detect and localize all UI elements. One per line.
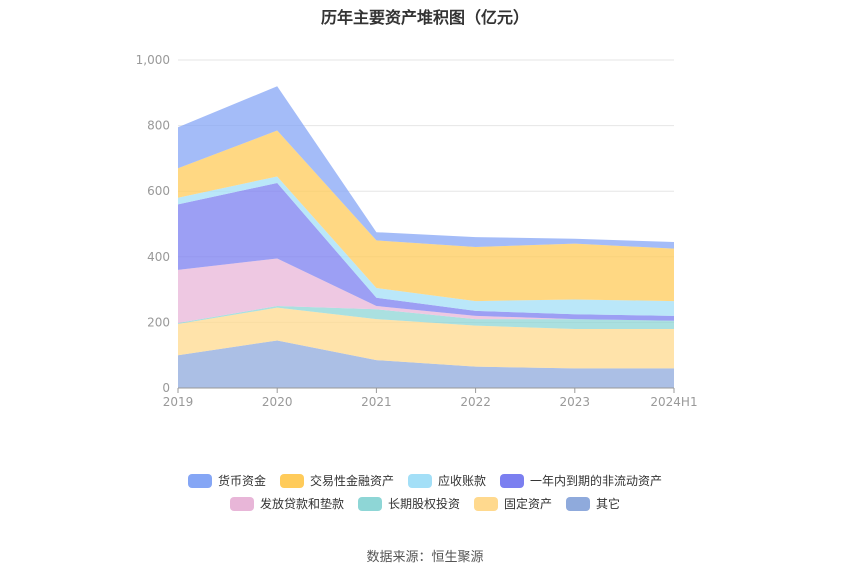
legend-swatch xyxy=(474,496,498,511)
legend-label: 货币资金 xyxy=(217,474,266,488)
x-tick-label: 2022 xyxy=(460,395,491,409)
area-固定资产 xyxy=(178,307,674,369)
x-tick-label: 2024H1 xyxy=(650,395,697,409)
y-tick-label: 600 xyxy=(147,184,170,198)
area-一年内到期的非流动资产 xyxy=(178,183,674,321)
legend-swatch xyxy=(229,496,254,511)
axes: 0 200 400 600 800 1,000 2019 2020 2021 2022 2023 20… xyxy=(136,53,698,409)
legend-row-2: 发放贷款和垫款 长期股权投资 固定资产 其它 xyxy=(0,495,850,512)
legend-swatch xyxy=(566,496,591,511)
y-tick-label: 400 xyxy=(147,250,170,264)
legend-label: 应收账款 xyxy=(438,474,487,488)
x-tick-label: 2020 xyxy=(262,395,293,409)
area-发放贷款和垫款 xyxy=(178,258,674,324)
legend: 货币资金 交易性金融资产 应收账款 一年内到期的非流动资产 发放贷款和垫款 长期股权投资… xyxy=(0,472,850,518)
legend-item[interactable]: 固定资产 xyxy=(474,495,552,512)
legend-item[interactable]: 发放贷款和垫款 xyxy=(229,495,344,512)
area-货币资金 xyxy=(178,86,674,249)
legend-item[interactable]: 其它 xyxy=(566,495,620,512)
legend-swatch xyxy=(357,496,382,511)
legend-row-1: 货币资金 交易性金融资产 应收账款 一年内到期的非流动资产 xyxy=(0,472,850,489)
legend-item[interactable]: 交易性金融资产 xyxy=(279,472,394,489)
area-交易性金融资产 xyxy=(178,130,674,302)
y-tick-label: 1,000 xyxy=(136,53,170,67)
x-tick-label: 2023 xyxy=(560,395,591,409)
legend-item[interactable]: 应收账款 xyxy=(408,472,486,489)
legend-item[interactable]: 货币资金 xyxy=(187,472,266,489)
legend-item[interactable]: 一年内到期的非流动资产 xyxy=(500,472,662,489)
data-source-note: 数据来源：恒生聚源 xyxy=(366,550,484,565)
legend-label: 长期股权投资 xyxy=(387,497,460,511)
legend-swatch xyxy=(408,473,432,488)
legend-label: 固定资产 xyxy=(504,497,553,511)
legend-label: 交易性金融资产 xyxy=(309,474,394,488)
legend-swatch xyxy=(500,473,525,488)
x-tick-label: 2019 xyxy=(163,395,194,409)
legend-label: 发放贷款和垫款 xyxy=(259,497,344,511)
legend-item[interactable]: 长期股权投资 xyxy=(357,495,460,512)
legend-swatch xyxy=(187,473,212,488)
legend-swatch xyxy=(279,473,304,488)
area-其它 xyxy=(178,340,674,388)
x-tick-label: 2021 xyxy=(361,395,392,409)
area-series xyxy=(178,86,674,388)
y-tick-label: 800 xyxy=(147,119,170,133)
y-tick-label: 200 xyxy=(147,315,170,329)
y-tick-label: 0 xyxy=(162,381,170,395)
legend-label: 一年内到期的非流动资产 xyxy=(530,474,663,488)
chart-title: 历年主要资产堆积图（亿元） xyxy=(320,8,529,27)
area-应收账款 xyxy=(178,176,674,316)
stacked-area-chart: 0 200 400 600 800 1,000 2019 2020 2021 2022 2023 20… xyxy=(136,53,698,409)
area-长期股权投资 xyxy=(178,306,674,329)
legend-label: 其它 xyxy=(596,497,621,511)
